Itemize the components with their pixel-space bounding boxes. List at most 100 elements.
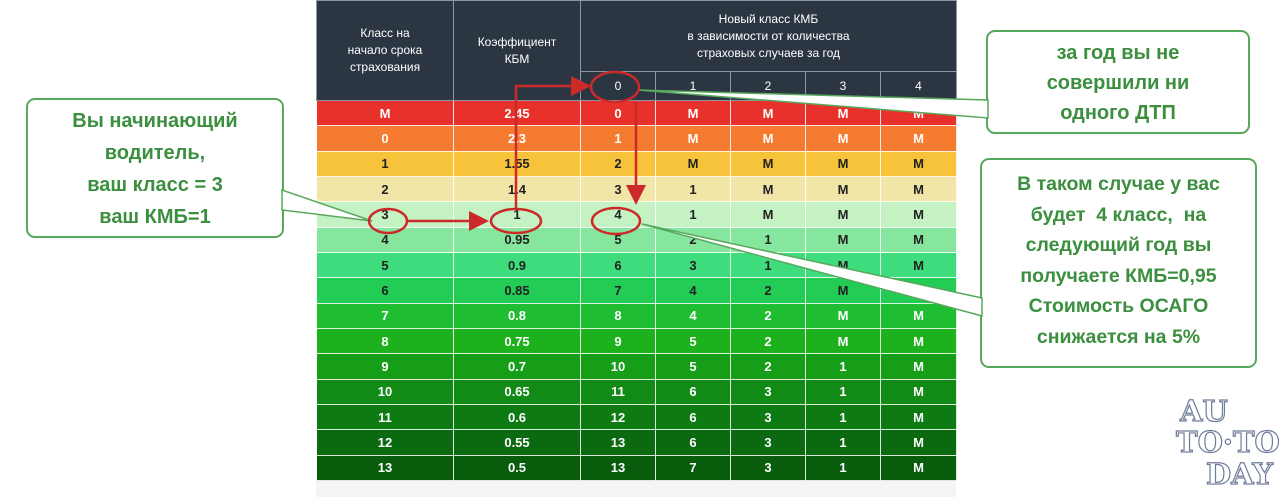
table-cell: 0.75 [453, 328, 581, 355]
table-cell: 1 [805, 429, 881, 456]
table-cell: 1 [805, 454, 881, 482]
header-start-class-text: Класс на начало срока страхования [347, 26, 423, 74]
table-cell: 4 [655, 302, 731, 330]
table-cell: M [805, 277, 881, 304]
table-cell: 0.7 [453, 353, 581, 380]
table-cell: 6 [655, 404, 731, 431]
table-row: 12 0.55 13 6 3 1 M [316, 429, 957, 456]
table-cell: 1 [805, 353, 881, 380]
table-cell: M [805, 201, 881, 228]
table-cell: 7 [580, 277, 656, 304]
table-cell: 6 [655, 429, 731, 456]
table-cell: 0 [580, 99, 656, 127]
watermark-line: DAY [1205, 457, 1273, 491]
table-row: 7 0.8 8 4 2 M M [316, 302, 957, 330]
table-cell: M [880, 150, 957, 178]
header-kbm-text: Коэффициент КБМ [477, 34, 557, 66]
table-cell: 5 [655, 328, 731, 355]
callout-line: Стоимость ОСАГО [1028, 295, 1209, 317]
table-cell: M [655, 99, 731, 127]
table-cell: 9 [316, 353, 454, 380]
callout-beginner-driver: Вы начинающий водитель, ваш класс = 3 ва… [26, 98, 284, 238]
table-cell: 5 [316, 252, 454, 279]
table-row: 1 1.55 2 M M M M [316, 150, 957, 178]
table-cell: M [880, 378, 957, 406]
table-cell: 1 [730, 226, 806, 254]
table-cell: 1 [453, 201, 581, 228]
table-cell: M [316, 99, 454, 127]
header-new-class: Новый класс КМБ в зависимости от количес… [580, 0, 957, 72]
callout-line: Вы начинающий [72, 110, 238, 132]
table-row: 9 0.7 10 5 2 1 M [316, 353, 957, 380]
table-cell: M [730, 125, 806, 152]
table-cell: 4 [655, 277, 731, 304]
table-cell: 1.4 [453, 176, 581, 203]
table-row: M 2.45 0 M M M M [316, 99, 957, 127]
table-row: 6 0.85 7 4 2 M M [316, 277, 957, 304]
table-cell: 12 [580, 404, 656, 431]
table-cell: 4 [580, 201, 656, 228]
table-cell: M [880, 226, 957, 254]
table-cell: M [730, 99, 806, 127]
table-cell: 1 [655, 176, 731, 203]
table-cell: 5 [655, 353, 731, 380]
header-kbm: Коэффициент КБМ [453, 0, 581, 101]
kbm-table-container: Класс на начало срока страхования Коэффи… [316, 0, 957, 497]
header-claims-2: 2 [730, 71, 806, 101]
watermark-line: AU [1179, 394, 1228, 428]
table-cell: 1 [316, 150, 454, 178]
table-cell: 10 [316, 378, 454, 406]
table-cell: 0.65 [453, 378, 581, 406]
table-cell: 1 [805, 378, 881, 406]
kbm-table: Класс на начало срока страхования Коэффи… [316, 0, 957, 482]
table-cell: 6 [655, 378, 731, 406]
header-claims-4: 4 [880, 71, 957, 101]
table-cell: M [880, 404, 957, 431]
table-cell: 0.9 [453, 252, 581, 279]
table-cell: M [880, 99, 957, 127]
table-cell: 1 [655, 201, 731, 228]
header-claims-0: 0 [580, 71, 656, 101]
table-cell: 8 [316, 328, 454, 355]
callout-line: ваш КМБ=1 [99, 206, 211, 228]
callout-result: В таком случае у вас будет 4 класс, на с… [980, 158, 1257, 368]
table-row: 2 1.4 3 1 M M M [316, 176, 957, 203]
table-cell: M [655, 125, 731, 152]
table-cell: 3 [730, 404, 806, 431]
table-cell: 0.8 [453, 302, 581, 330]
table-cell: 12 [316, 429, 454, 456]
table-cell: M [805, 302, 881, 330]
table-cell: 2 [655, 226, 731, 254]
table-cell: M [880, 302, 957, 330]
table-cell: M [805, 150, 881, 178]
table-cell: 0.85 [453, 277, 581, 304]
table-cell: 2 [730, 302, 806, 330]
table-cell: M [880, 328, 957, 355]
table-cell: 10 [580, 353, 656, 380]
table-cell: M [880, 277, 957, 304]
header-claims-3: 3 [805, 71, 881, 101]
table-cell: M [880, 201, 957, 228]
callout-line: водитель, [104, 142, 206, 164]
header-new-class-text: Новый класс КМБ в зависимости от количес… [687, 11, 850, 60]
table-cell: 6 [316, 277, 454, 304]
table-cell: M [805, 176, 881, 203]
table-cell: M [880, 429, 957, 456]
table-row: 5 0.9 6 3 1 M M [316, 252, 957, 279]
table-cell: M [880, 252, 957, 279]
callout-line: одного ДТП [1060, 102, 1176, 124]
table-cell: 5 [580, 226, 656, 254]
table-cell: 2 [580, 150, 656, 178]
table-cell: M [880, 454, 957, 482]
table-cell: 2 [730, 353, 806, 380]
callout-line: В таком случае у вас [1017, 173, 1220, 195]
table-cell: 0.6 [453, 404, 581, 431]
table-cell: 8 [580, 302, 656, 330]
table-cell: 7 [316, 302, 454, 330]
table-cell: 13 [316, 454, 454, 482]
table-cell: 13 [580, 454, 656, 482]
table-cell: 1 [580, 125, 656, 152]
table-cell: M [805, 99, 881, 127]
table-cell: M [730, 150, 806, 178]
